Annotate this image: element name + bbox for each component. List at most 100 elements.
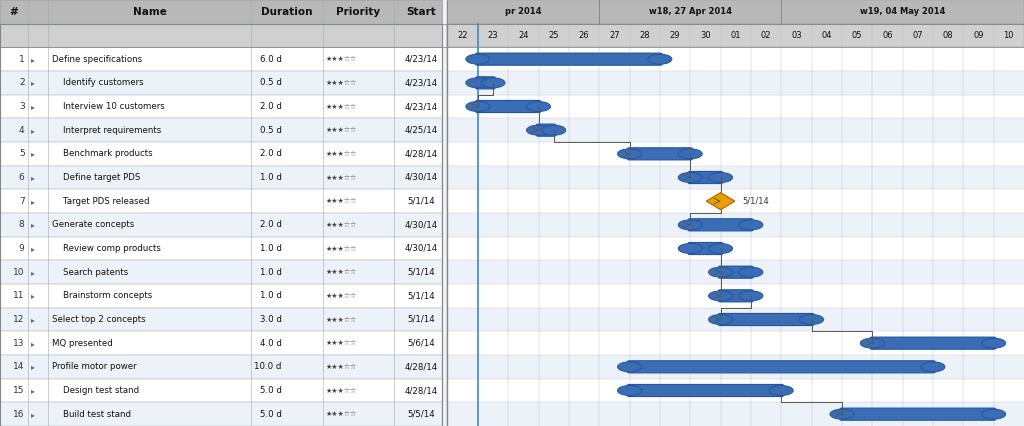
Circle shape xyxy=(982,338,1006,348)
Text: Define specifications: Define specifications xyxy=(52,55,142,63)
FancyBboxPatch shape xyxy=(688,242,723,255)
Text: 22: 22 xyxy=(458,31,468,40)
Circle shape xyxy=(800,314,823,325)
Bar xyxy=(0,379,442,402)
Bar xyxy=(447,47,1024,71)
Text: ▸: ▸ xyxy=(31,197,35,206)
Text: 4/23/14: 4/23/14 xyxy=(404,78,437,87)
Bar xyxy=(447,189,1024,213)
FancyBboxPatch shape xyxy=(628,361,935,373)
Text: Design test stand: Design test stand xyxy=(52,386,139,395)
Text: 01: 01 xyxy=(730,31,741,40)
Text: ▸: ▸ xyxy=(31,339,35,348)
Text: 10: 10 xyxy=(1004,31,1014,40)
Circle shape xyxy=(739,220,763,230)
Text: 6: 6 xyxy=(18,173,25,182)
Text: ▸: ▸ xyxy=(31,244,35,253)
Polygon shape xyxy=(707,193,735,210)
Text: ▸: ▸ xyxy=(31,102,35,111)
Text: Profile motor power: Profile motor power xyxy=(52,363,137,371)
Text: 28: 28 xyxy=(639,31,650,40)
Text: 2.0 d: 2.0 d xyxy=(260,220,282,229)
Text: 1.0 d: 1.0 d xyxy=(260,291,282,300)
Text: ★★★☆☆: ★★★☆☆ xyxy=(326,269,357,275)
FancyBboxPatch shape xyxy=(476,101,541,112)
Text: 04: 04 xyxy=(821,31,833,40)
Bar xyxy=(478,24,508,426)
Text: 7: 7 xyxy=(18,197,25,206)
Text: 26: 26 xyxy=(579,31,590,40)
Bar xyxy=(447,166,1024,189)
Bar xyxy=(447,142,1024,166)
Circle shape xyxy=(829,409,854,419)
Text: 4/30/14: 4/30/14 xyxy=(404,244,437,253)
Bar xyxy=(447,71,1024,95)
Text: 4/23/14: 4/23/14 xyxy=(404,55,437,63)
Text: 4: 4 xyxy=(19,126,25,135)
Circle shape xyxy=(678,220,702,230)
Text: ★★★☆☆: ★★★☆☆ xyxy=(326,80,357,86)
Text: 5/1/14: 5/1/14 xyxy=(742,197,769,206)
Text: 11: 11 xyxy=(13,291,25,300)
Bar xyxy=(447,260,1024,284)
FancyBboxPatch shape xyxy=(719,266,753,278)
Text: Build test stand: Build test stand xyxy=(52,410,131,419)
Circle shape xyxy=(481,78,505,88)
Text: 29: 29 xyxy=(670,31,680,40)
Circle shape xyxy=(709,314,732,325)
Bar xyxy=(0,331,442,355)
Text: 4/30/14: 4/30/14 xyxy=(404,173,437,182)
Bar xyxy=(0,189,442,213)
FancyBboxPatch shape xyxy=(719,290,753,302)
Circle shape xyxy=(921,362,945,372)
FancyBboxPatch shape xyxy=(476,53,662,65)
Text: ★★★☆☆: ★★★☆☆ xyxy=(326,388,357,394)
Text: ★★★☆☆: ★★★☆☆ xyxy=(326,364,357,370)
Text: ▸: ▸ xyxy=(31,55,35,63)
Circle shape xyxy=(466,54,489,64)
Text: Duration: Duration xyxy=(261,7,312,17)
Bar xyxy=(0,166,442,189)
Text: 4/23/14: 4/23/14 xyxy=(404,102,437,111)
Text: Interpret requirements: Interpret requirements xyxy=(52,126,162,135)
Text: 0.5 d: 0.5 d xyxy=(260,78,282,87)
FancyBboxPatch shape xyxy=(688,219,753,231)
Text: 8: 8 xyxy=(18,220,25,229)
FancyBboxPatch shape xyxy=(537,124,556,136)
Text: #: # xyxy=(9,7,18,17)
Text: 5/1/14: 5/1/14 xyxy=(407,315,435,324)
Bar xyxy=(447,0,1024,24)
Text: 3.0 d: 3.0 d xyxy=(260,315,282,324)
Text: ★★★☆☆: ★★★☆☆ xyxy=(326,411,357,417)
Text: 2: 2 xyxy=(19,78,25,87)
Circle shape xyxy=(526,125,551,135)
Text: 23: 23 xyxy=(487,31,499,40)
FancyBboxPatch shape xyxy=(840,408,995,420)
Bar xyxy=(0,24,442,426)
Bar xyxy=(447,237,1024,260)
Text: ★★★☆☆: ★★★☆☆ xyxy=(326,222,357,228)
Text: 0.5 d: 0.5 d xyxy=(260,126,282,135)
Circle shape xyxy=(709,291,732,301)
FancyBboxPatch shape xyxy=(719,314,814,325)
Circle shape xyxy=(709,267,732,277)
Text: ▸: ▸ xyxy=(31,268,35,276)
Bar xyxy=(0,308,442,331)
Text: 30: 30 xyxy=(700,31,711,40)
Text: ▸: ▸ xyxy=(31,363,35,371)
FancyBboxPatch shape xyxy=(870,337,995,349)
Text: pr 2014: pr 2014 xyxy=(505,7,542,16)
Text: 5.0 d: 5.0 d xyxy=(260,386,282,395)
Circle shape xyxy=(739,291,763,301)
Text: Benchmark products: Benchmark products xyxy=(52,150,153,158)
Circle shape xyxy=(466,101,489,112)
Bar xyxy=(0,142,442,166)
Text: ★★★☆☆: ★★★☆☆ xyxy=(326,127,357,133)
Text: w18, 27 Apr 2014: w18, 27 Apr 2014 xyxy=(649,7,732,16)
Bar xyxy=(0,402,442,426)
Text: 3: 3 xyxy=(18,102,25,111)
Text: ▸: ▸ xyxy=(31,126,35,135)
FancyBboxPatch shape xyxy=(688,171,723,184)
Text: 5/1/14: 5/1/14 xyxy=(407,291,435,300)
Circle shape xyxy=(678,244,702,253)
